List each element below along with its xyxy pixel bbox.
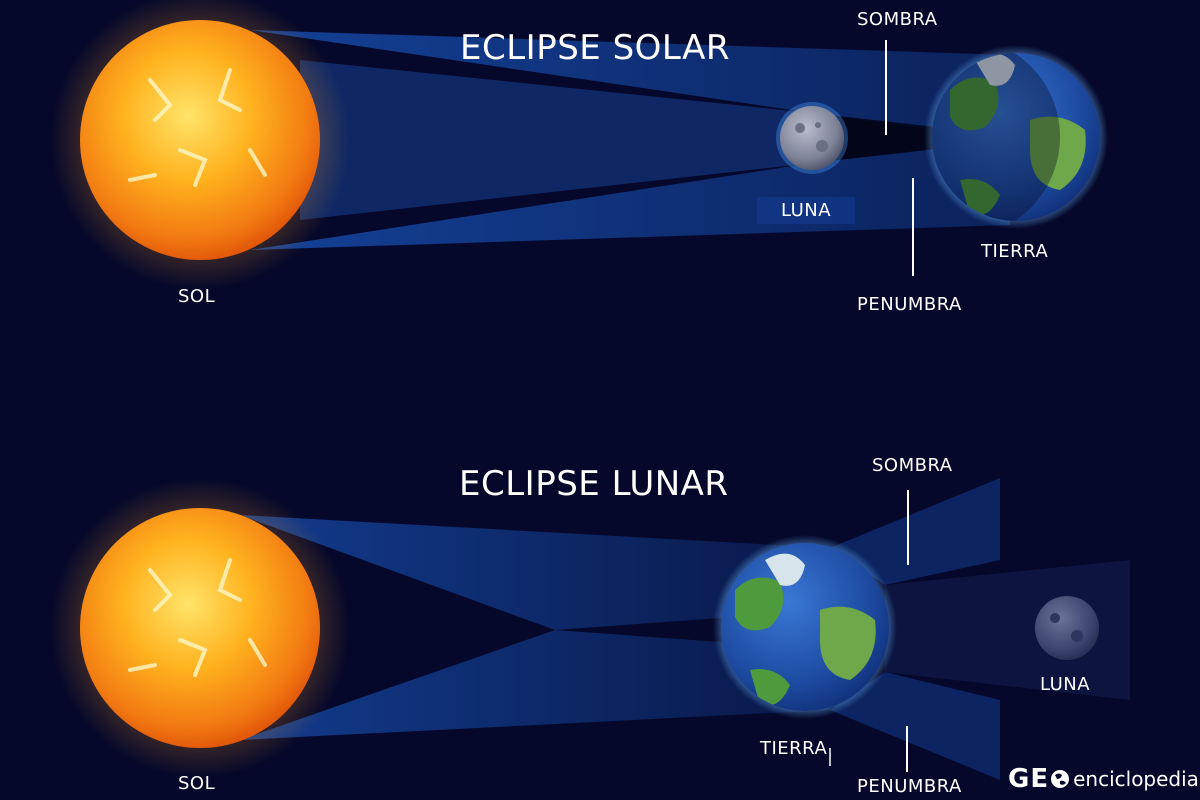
solar-umbra-shadow <box>812 113 945 163</box>
solar-umbra-label: SOMBRA <box>857 9 938 30</box>
solar-moon <box>776 102 848 174</box>
lunar-title: ECLIPSE LUNAR <box>459 464 729 504</box>
solar-cross-beam <box>300 60 812 220</box>
solar-earth-label: TIERRA <box>981 241 1049 262</box>
lunar-beam-upper <box>240 515 830 630</box>
lunar-penumbra-cone-lower <box>830 672 1000 780</box>
solar-title: ECLIPSE SOLAR <box>460 28 731 68</box>
lunar-sun <box>50 478 350 778</box>
lunar-earth-label: TIERRA <box>760 738 828 759</box>
solar-penumbra-label: PENUMBRA <box>857 294 962 315</box>
lunar-umbra-label: SOMBRA <box>872 455 953 476</box>
lunar-penumbra-cone-upper <box>830 478 1000 585</box>
solar-moon-label: LUNA <box>757 197 856 224</box>
brand-mark: GE <box>1008 764 1050 794</box>
lunar-earth <box>713 535 897 719</box>
solar-leader-lines <box>885 40 914 276</box>
brand-logo: GE enciclopedia <box>1008 764 1199 794</box>
lunar-penumbra-label: PENUMBRA <box>857 776 962 797</box>
lunar-beams <box>240 478 1130 780</box>
solar-sun-label: SOL <box>178 286 216 307</box>
lunar-sun-label: SOL <box>178 773 216 794</box>
lunar-moon <box>1035 596 1099 660</box>
lunar-umbra-region <box>885 560 1130 700</box>
lunar-moon-label: LUNA <box>1040 674 1091 695</box>
solar-sun <box>50 0 350 290</box>
lunar-beam-lower <box>240 630 830 740</box>
globe-icon <box>1051 770 1070 788</box>
solar-earth <box>924 45 1108 229</box>
brand-text: enciclopedia <box>1073 767 1199 791</box>
lunar-leader-lines <box>829 490 909 772</box>
